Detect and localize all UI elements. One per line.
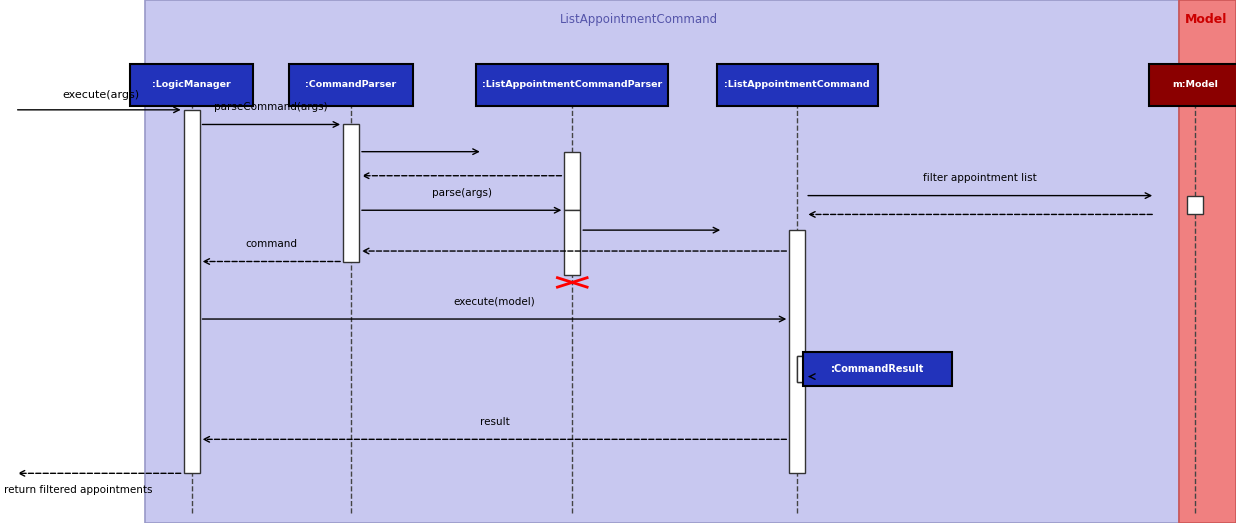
FancyBboxPatch shape bbox=[1148, 64, 1236, 106]
FancyBboxPatch shape bbox=[1178, 0, 1236, 523]
FancyBboxPatch shape bbox=[145, 0, 1178, 523]
FancyBboxPatch shape bbox=[789, 230, 806, 473]
Text: :ListAppointmentCommandParser: :ListAppointmentCommandParser bbox=[482, 80, 662, 89]
Text: :LogicManager: :LogicManager bbox=[152, 80, 231, 89]
FancyBboxPatch shape bbox=[803, 352, 952, 386]
FancyBboxPatch shape bbox=[342, 124, 358, 262]
Text: command: command bbox=[245, 239, 298, 249]
FancyBboxPatch shape bbox=[564, 210, 581, 275]
Text: Model: Model bbox=[1185, 14, 1227, 26]
Text: ListAppointmentCommand: ListAppointmentCommand bbox=[560, 14, 718, 26]
Text: :ListAppointmentCommand: :ListAppointmentCommand bbox=[724, 80, 870, 89]
FancyBboxPatch shape bbox=[717, 64, 878, 106]
Text: :CommandResult: :CommandResult bbox=[831, 363, 925, 374]
Text: parse(args): parse(args) bbox=[431, 188, 492, 198]
FancyBboxPatch shape bbox=[1187, 196, 1203, 214]
Text: execute(model): execute(model) bbox=[454, 297, 535, 306]
Text: :CommandParser: :CommandParser bbox=[305, 80, 397, 89]
Text: filter appointment list: filter appointment list bbox=[923, 173, 1037, 183]
FancyBboxPatch shape bbox=[130, 64, 253, 106]
Text: result: result bbox=[480, 417, 509, 427]
Text: parseCommand(args): parseCommand(args) bbox=[215, 102, 328, 112]
FancyBboxPatch shape bbox=[797, 356, 813, 382]
Text: execute(args): execute(args) bbox=[63, 90, 140, 100]
FancyBboxPatch shape bbox=[797, 356, 813, 382]
FancyBboxPatch shape bbox=[564, 152, 581, 210]
Text: return filtered appointments: return filtered appointments bbox=[4, 485, 152, 495]
Text: m:Model: m:Model bbox=[1172, 80, 1219, 89]
FancyBboxPatch shape bbox=[289, 64, 413, 106]
FancyBboxPatch shape bbox=[183, 110, 199, 473]
FancyBboxPatch shape bbox=[476, 64, 667, 106]
